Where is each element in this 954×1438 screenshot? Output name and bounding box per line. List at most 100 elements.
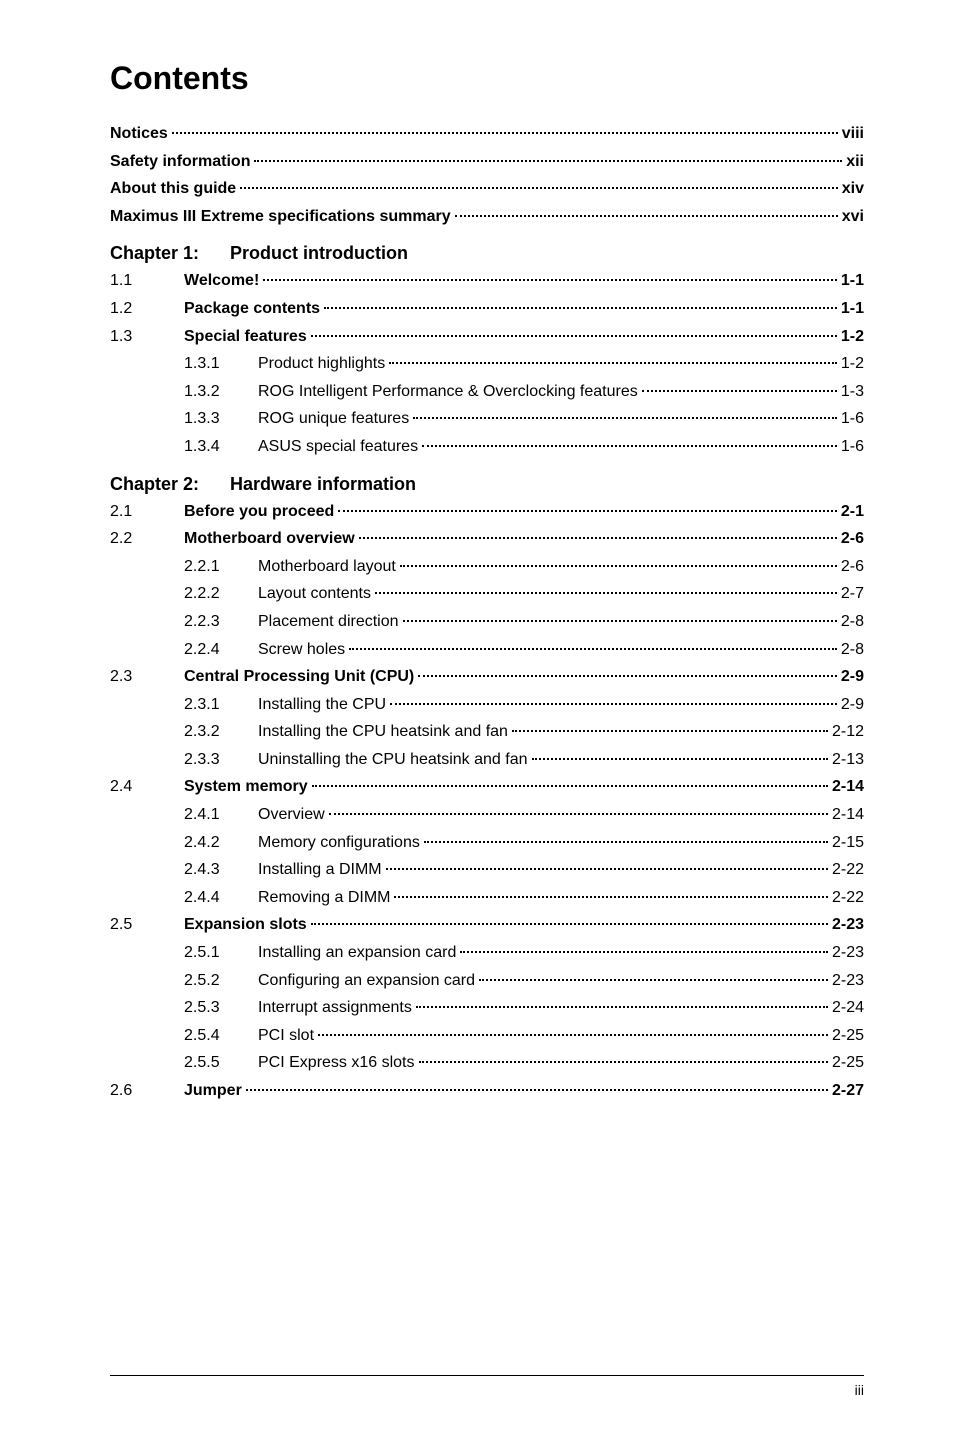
toc-row: About this guidexiv bbox=[110, 176, 864, 202]
toc-section-number: 1.1 bbox=[110, 268, 184, 294]
toc-leader bbox=[400, 565, 837, 567]
toc-row: 1.3.1Product highlights1-2 bbox=[110, 351, 864, 377]
toc-label: Interrupt assignments bbox=[258, 995, 412, 1021]
toc-row: Maximus III Extreme specifications summa… bbox=[110, 204, 864, 230]
toc-section-number: 1.3.3 bbox=[184, 406, 258, 432]
toc-section-number: 2.3.2 bbox=[184, 719, 258, 745]
toc-row: 2.6Jumper2-27 bbox=[110, 1078, 864, 1104]
toc-section-number: 2.4.2 bbox=[184, 830, 258, 856]
toc-leader bbox=[324, 307, 837, 309]
toc-leader bbox=[394, 896, 827, 898]
toc-label: Configuring an expansion card bbox=[258, 968, 475, 994]
toc-label: Special features bbox=[184, 324, 307, 350]
toc-label: Installing a DIMM bbox=[258, 857, 382, 883]
toc-label: Screw holes bbox=[258, 637, 345, 663]
toc-page: 2-12 bbox=[832, 719, 864, 745]
toc-leader bbox=[416, 1006, 828, 1008]
toc-section-number: 1.3 bbox=[110, 324, 184, 350]
toc-label: Installing an expansion card bbox=[258, 940, 456, 966]
toc-label: Layout contents bbox=[258, 581, 371, 607]
toc-page: 2-25 bbox=[832, 1023, 864, 1049]
toc-label: ASUS special features bbox=[258, 434, 418, 460]
toc-section-number: 1.3.4 bbox=[184, 434, 258, 460]
toc-leader bbox=[375, 592, 837, 594]
toc-section-number: 2.4.1 bbox=[184, 802, 258, 828]
toc-leader bbox=[172, 132, 838, 134]
toc-row: 1.1Welcome! 1-1 bbox=[110, 268, 864, 294]
chapters-list: Chapter 1:Product introduction 1.1Welcome… bbox=[110, 243, 864, 1103]
toc-label: About this guide bbox=[110, 176, 236, 202]
toc-row: 2.2Motherboard overview2-6 bbox=[110, 526, 864, 552]
toc-leader bbox=[418, 675, 837, 677]
toc-label: Maximus III Extreme specifications summa… bbox=[110, 204, 451, 230]
toc-page: xii bbox=[846, 149, 864, 175]
toc-label: Memory configurations bbox=[258, 830, 420, 856]
toc-leader bbox=[254, 160, 842, 162]
toc-page: 1-2 bbox=[841, 351, 864, 377]
toc-row: 2.5.3Interrupt assignments 2-24 bbox=[110, 995, 864, 1021]
toc-label: Uninstalling the CPU heatsink and fan bbox=[258, 747, 528, 773]
toc-section-number: 2.5 bbox=[110, 912, 184, 938]
toc-page: 2-24 bbox=[832, 995, 864, 1021]
toc-row: 2.5.5PCI Express x16 slots2-25 bbox=[110, 1050, 864, 1076]
page-title: Contents bbox=[110, 60, 864, 97]
toc-row: 2.2.3Placement direction2-8 bbox=[110, 609, 864, 635]
toc-label: ROG unique features bbox=[258, 406, 409, 432]
toc-label: Welcome! bbox=[184, 268, 259, 294]
page-number: iii bbox=[855, 1382, 864, 1398]
toc-leader bbox=[422, 445, 837, 447]
toc-section-number: 2.2.3 bbox=[184, 609, 258, 635]
toc-label: Central Processing Unit (CPU) bbox=[184, 664, 414, 690]
toc-page: 1-3 bbox=[841, 379, 864, 405]
toc-row: 2.5Expansion slots2-23 bbox=[110, 912, 864, 938]
toc-page: 2-14 bbox=[832, 774, 864, 800]
toc-page: 1-2 bbox=[841, 324, 864, 350]
toc-page: 2-15 bbox=[832, 830, 864, 856]
toc-section-number: 2.5.1 bbox=[184, 940, 258, 966]
toc-section-number: 2.6 bbox=[110, 1078, 184, 1104]
toc-row: 2.2.4Screw holes 2-8 bbox=[110, 637, 864, 663]
toc-page: 1-1 bbox=[841, 268, 864, 294]
toc-leader bbox=[390, 703, 837, 705]
chapter-title: Product introduction bbox=[230, 243, 408, 264]
toc-leader bbox=[240, 187, 838, 189]
toc-leader bbox=[359, 537, 837, 539]
toc-label: Installing the CPU heatsink and fan bbox=[258, 719, 508, 745]
toc-section-number: 2.3.3 bbox=[184, 747, 258, 773]
toc-page: 2-23 bbox=[832, 968, 864, 994]
toc-page: 1-6 bbox=[841, 406, 864, 432]
toc-page: 2-22 bbox=[832, 857, 864, 883]
toc-label: PCI slot bbox=[258, 1023, 314, 1049]
toc-page: 2-25 bbox=[832, 1050, 864, 1076]
toc-leader bbox=[532, 758, 828, 760]
toc-page: 2-7 bbox=[841, 581, 864, 607]
toc-page: 2-6 bbox=[841, 526, 864, 552]
chapter-heading: Chapter 1:Product introduction bbox=[110, 243, 864, 264]
toc-section-number: 2.4.3 bbox=[184, 857, 258, 883]
toc-page: 2-8 bbox=[841, 637, 864, 663]
toc-row: Safety information xii bbox=[110, 149, 864, 175]
chapter-title: Hardware information bbox=[230, 474, 416, 495]
toc-section-number: 2.5.2 bbox=[184, 968, 258, 994]
toc-label: Motherboard layout bbox=[258, 554, 396, 580]
toc-section-number: 2.3.1 bbox=[184, 692, 258, 718]
toc-row: 1.3.2ROG Intelligent Performance & Overc… bbox=[110, 379, 864, 405]
toc-page: 2-9 bbox=[841, 692, 864, 718]
toc-label: Overview bbox=[258, 802, 325, 828]
toc-row: 2.5.4PCI slot2-25 bbox=[110, 1023, 864, 1049]
toc-label: System memory bbox=[184, 774, 308, 800]
toc-row: 2.2.2Layout contents2-7 bbox=[110, 581, 864, 607]
toc-page: 2-27 bbox=[832, 1078, 864, 1104]
toc-leader bbox=[512, 730, 828, 732]
toc-leader bbox=[311, 335, 837, 337]
toc-label: Safety information bbox=[110, 149, 250, 175]
toc-section-number: 2.5.3 bbox=[184, 995, 258, 1021]
toc-label: Before you proceed bbox=[184, 499, 334, 525]
toc-leader bbox=[642, 390, 837, 392]
toc-row: Noticesviii bbox=[110, 121, 864, 147]
toc-leader bbox=[479, 979, 828, 981]
toc-page: 2-9 bbox=[841, 664, 864, 690]
toc-leader bbox=[263, 279, 837, 281]
toc-leader bbox=[349, 648, 837, 650]
toc-section-number: 2.2.4 bbox=[184, 637, 258, 663]
